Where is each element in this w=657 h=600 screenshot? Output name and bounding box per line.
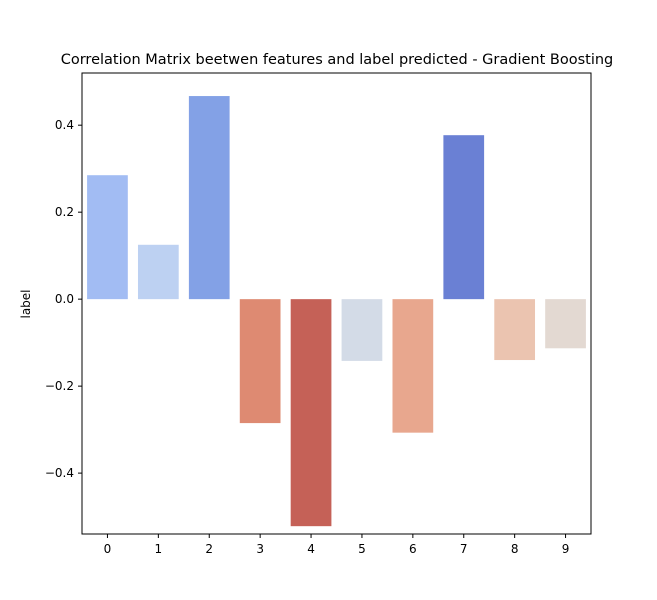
y-tick-label-3: 0.2: [55, 205, 74, 219]
y-tick-label-0: −0.4: [45, 466, 74, 480]
bar-4: [290, 299, 332, 527]
bar-5: [341, 299, 383, 361]
x-tick-label-2: 2: [205, 542, 213, 556]
y-tick-label-4: 0.4: [55, 118, 74, 132]
y-axis-label: label: [19, 289, 33, 318]
bar-7: [443, 135, 485, 300]
x-tick-label-7: 7: [460, 542, 468, 556]
x-tick-label-4: 4: [307, 542, 315, 556]
plot-area: 0 1 2 3 4 5 6 7 8 9 −0.4 −0.2 0.0 0.2 0.4: [45, 72, 592, 556]
x-tick-label-6: 6: [409, 542, 417, 556]
y-tick-label-2: 0.0: [55, 292, 74, 306]
chart-title: Correlation Matrix beetwen features and …: [61, 52, 614, 68]
bar-9: [545, 299, 586, 349]
bar-1: [137, 244, 179, 300]
x-tick-label-1: 1: [155, 542, 163, 556]
x-tick-label-3: 3: [256, 542, 264, 556]
x-tick-label-0: 0: [104, 542, 112, 556]
x-tick-label-9: 9: [562, 542, 570, 556]
bar-2: [188, 96, 230, 300]
x-tick-label-8: 8: [511, 542, 519, 556]
bar-8: [494, 299, 536, 361]
plot-frame: [81, 72, 592, 535]
x-tick-label-5: 5: [358, 542, 366, 556]
bar-6: [392, 299, 434, 433]
bar-0: [87, 175, 128, 300]
y-tick-label-1: −0.2: [45, 379, 74, 393]
bar-3: [239, 299, 281, 424]
